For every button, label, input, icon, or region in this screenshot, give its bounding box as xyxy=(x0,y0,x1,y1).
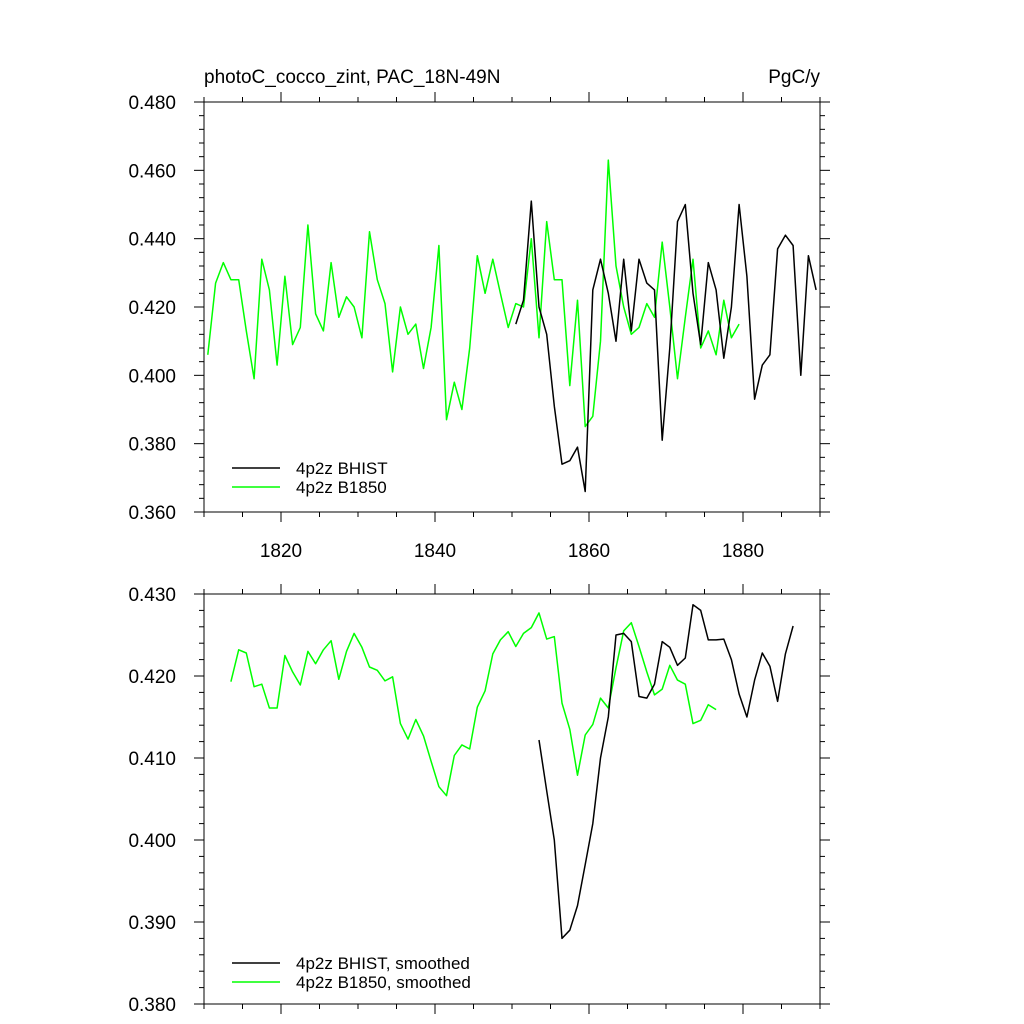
legend-label: 4p2z BHIST xyxy=(296,459,388,478)
x-tick-label: 1820 xyxy=(260,541,302,562)
y-tick-label: 0.420 xyxy=(128,298,176,319)
series-line-1 xyxy=(230,612,717,797)
plot-frame xyxy=(203,593,821,1005)
y-tick-label: 0.360 xyxy=(128,503,176,524)
plot-frame xyxy=(203,101,821,513)
y-tick-label: 0.380 xyxy=(128,435,176,456)
y-tick-label: 0.420 xyxy=(128,667,176,688)
y-tick-label: 0.390 xyxy=(128,913,176,934)
y-tick-label: 0.440 xyxy=(128,230,176,251)
chart-title: photoC_cocco_zint, PAC_18N-49N xyxy=(204,67,500,88)
series-line-0 xyxy=(515,200,817,493)
y-tick-label: 0.400 xyxy=(128,831,176,852)
y-tick-label: 0.480 xyxy=(128,93,176,114)
bottom-panel-plot: 0.380 0.390 0.400 0.410 0.420 0.430 4p2z BHIST… xyxy=(128,584,830,1016)
x-tick-label: 1880 xyxy=(722,541,764,562)
series-line-0 xyxy=(538,603,794,940)
x-tick-label: 1840 xyxy=(414,541,456,562)
y-tick-label: 0.410 xyxy=(128,749,176,770)
top-panel-plot: 1820 1840 1860 1880 0.360 0.380 0.400 0.420 0.44… xyxy=(128,92,830,562)
legend-label: 4p2z B1850 xyxy=(296,478,387,497)
y-tick-label: 0.430 xyxy=(128,585,176,606)
x-tick-label: 1860 xyxy=(568,541,610,562)
chart-units: PgC/y xyxy=(768,67,820,88)
y-tick-label: 0.380 xyxy=(128,995,176,1016)
y-tick-label: 0.460 xyxy=(128,161,176,182)
legend-label: 4p2z B1850, smoothed xyxy=(296,973,471,992)
series-line-1 xyxy=(207,159,740,428)
legend-label: 4p2z BHIST, smoothed xyxy=(296,954,470,973)
y-tick-label: 0.400 xyxy=(128,366,176,387)
